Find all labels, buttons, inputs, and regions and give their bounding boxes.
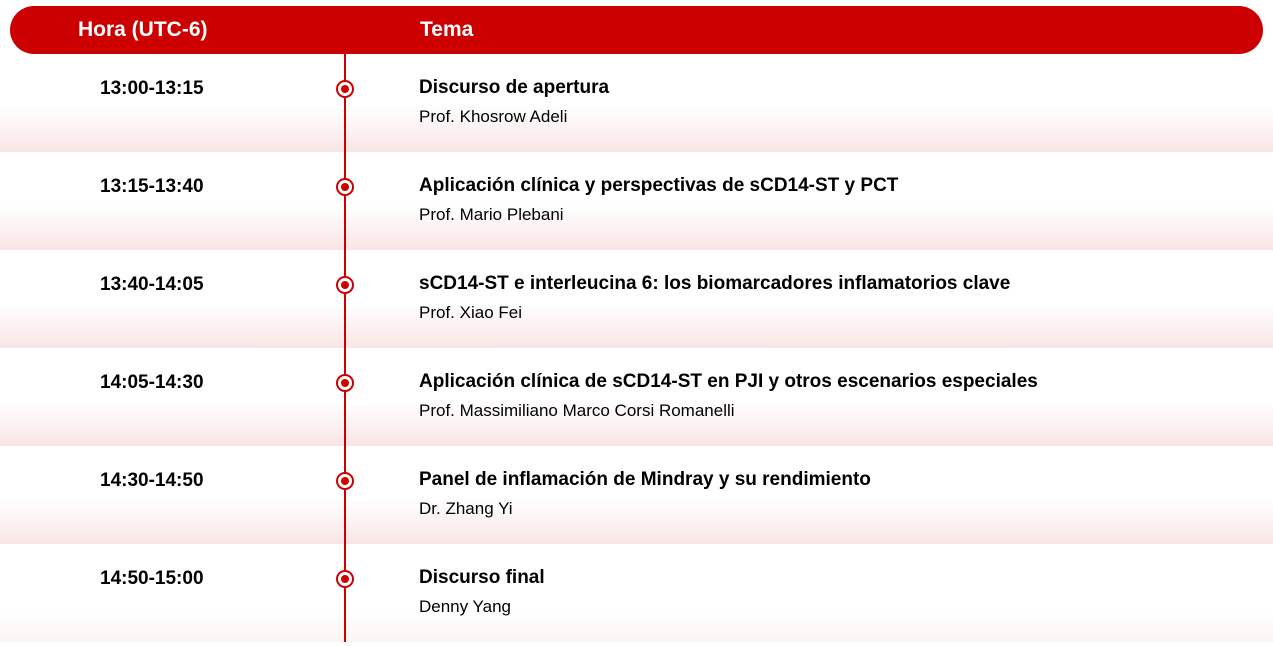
timeline-line	[344, 54, 346, 642]
timeline-marker-col	[344, 76, 419, 130]
session-time: 13:40-14:05	[0, 272, 344, 326]
session-title: Aplicación clínica y perspectivas de sCD…	[419, 174, 1233, 199]
session-time: 14:30-14:50	[0, 468, 344, 522]
session-time: 13:00-13:15	[0, 76, 344, 130]
header-time-label: Hora (UTC-6)	[10, 18, 420, 42]
session-topic: sCD14-ST e interleucina 6: los biomarcad…	[419, 272, 1273, 326]
session-title: Discurso final	[419, 566, 1233, 591]
session-speaker: Prof. Xiao Fei	[419, 303, 1233, 323]
session-title: Panel de inflamación de Mindray y su ren…	[419, 468, 1233, 493]
timeline-marker-col	[344, 174, 419, 228]
session-title: sCD14-ST e interleucina 6: los biomarcad…	[419, 272, 1233, 297]
bullseye-inner-icon	[341, 477, 349, 485]
session-speaker: Denny Yang	[419, 597, 1233, 617]
session-topic: Panel de inflamación de Mindray y su ren…	[419, 468, 1273, 522]
schedule-row: 14:05-14:30 Aplicación clínica de sCD14-S…	[0, 348, 1273, 446]
session-time: 14:05-14:30	[0, 370, 344, 424]
session-topic: Aplicación clínica de sCD14-ST en PJI y …	[419, 370, 1273, 424]
bullseye-icon	[336, 570, 354, 588]
session-time: 13:15-13:40	[0, 174, 344, 228]
session-topic: Discurso final Denny Yang	[419, 566, 1273, 620]
bullseye-icon	[336, 276, 354, 294]
session-topic: Aplicación clínica y perspectivas de sCD…	[419, 174, 1273, 228]
session-title: Aplicación clínica de sCD14-ST en PJI y …	[419, 370, 1233, 395]
session-topic: Discurso de apertura Prof. Khosrow Adeli	[419, 76, 1273, 130]
session-time: 14:50-15:00	[0, 566, 344, 620]
schedule-row: 13:40-14:05 sCD14-ST e interleucina 6: lo…	[0, 250, 1273, 348]
timeline-marker-col	[344, 566, 419, 620]
session-speaker: Prof. Mario Plebani	[419, 205, 1233, 225]
schedule-row: 14:50-15:00 Discurso final Denny Yang	[0, 544, 1273, 642]
timeline-marker-col	[344, 272, 419, 326]
session-speaker: Dr. Zhang Yi	[419, 499, 1233, 519]
bullseye-inner-icon	[341, 379, 349, 387]
bullseye-inner-icon	[341, 575, 349, 583]
bullseye-inner-icon	[341, 85, 349, 93]
session-title: Discurso de apertura	[419, 76, 1233, 101]
header-topic-label: Tema	[420, 18, 1263, 42]
schedule-row: 13:00-13:15 Discurso de apertura Prof. Kho…	[0, 54, 1273, 152]
bullseye-icon	[336, 374, 354, 392]
schedule-rows: 13:00-13:15 Discurso de apertura Prof. Kho…	[0, 54, 1273, 642]
schedule-row: 13:15-13:40 Aplicación clínica y perspect…	[0, 152, 1273, 250]
header-bar: Hora (UTC-6) Tema	[10, 6, 1263, 54]
timeline-marker-col	[344, 370, 419, 424]
session-speaker: Prof. Khosrow Adeli	[419, 107, 1233, 127]
session-speaker: Prof. Massimiliano Marco Corsi Romanelli	[419, 401, 1233, 421]
bullseye-icon	[336, 472, 354, 490]
bullseye-icon	[336, 178, 354, 196]
schedule-table: Hora (UTC-6) Tema 13:00-13:15 Discurso de…	[0, 6, 1273, 642]
bullseye-inner-icon	[341, 281, 349, 289]
bullseye-inner-icon	[341, 183, 349, 191]
timeline-marker-col	[344, 468, 419, 522]
bullseye-icon	[336, 80, 354, 98]
schedule-row: 14:30-14:50 Panel de inflamación de Mindr…	[0, 446, 1273, 544]
